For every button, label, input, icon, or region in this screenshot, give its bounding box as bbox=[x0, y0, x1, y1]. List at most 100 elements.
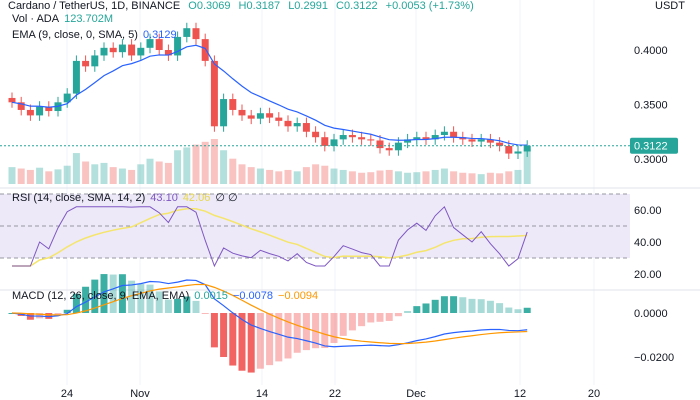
macd-signal-line bbox=[11, 283, 528, 345]
candle bbox=[210, 60, 218, 127]
volume-bar bbox=[486, 172, 494, 184]
macd-histogram-bar bbox=[413, 306, 421, 313]
candle bbox=[440, 131, 448, 136]
volume-bar bbox=[63, 165, 71, 184]
candle bbox=[514, 151, 522, 154]
volume-bar bbox=[155, 161, 163, 184]
macd-histogram-bar bbox=[468, 298, 476, 313]
volume-bar bbox=[404, 172, 412, 184]
macd-histogram-bar bbox=[63, 309, 71, 313]
volume-bar bbox=[137, 164, 145, 184]
macd-histogram-bar bbox=[155, 291, 163, 313]
volume-bar bbox=[376, 170, 384, 184]
candle bbox=[358, 137, 366, 140]
rsi-value: 43.10 bbox=[150, 192, 178, 204]
volume-bar bbox=[514, 169, 522, 184]
volume-bar bbox=[339, 169, 347, 184]
symbol-legend: Cardano / TetherUS, 1D, BINANCE O0.3069 … bbox=[8, 0, 479, 12]
macd-histogram-bar bbox=[293, 313, 301, 353]
candle bbox=[348, 135, 356, 138]
candle bbox=[8, 97, 16, 103]
volume-bar bbox=[422, 171, 430, 184]
candle bbox=[468, 139, 476, 142]
macd-histogram-bar bbox=[229, 313, 237, 366]
candle bbox=[109, 47, 117, 53]
volume-bar bbox=[358, 172, 366, 184]
candle bbox=[174, 36, 182, 56]
x-tick: Dec bbox=[406, 388, 426, 400]
macd-signal-value: −0.0094 bbox=[278, 290, 319, 302]
macd-histogram-bar bbox=[275, 313, 283, 362]
volume-bar bbox=[174, 150, 182, 184]
price-tick: 0.3500 bbox=[634, 100, 668, 112]
volume-bar bbox=[100, 162, 108, 184]
symbol-title: Cardano / TetherUS, 1D, BINANCE bbox=[8, 0, 181, 12]
volume-bar bbox=[394, 171, 402, 184]
macd-histogram-bar bbox=[210, 313, 218, 348]
volume-bar bbox=[238, 164, 246, 184]
volume-bar bbox=[26, 169, 34, 184]
volume-bar bbox=[36, 167, 44, 184]
macd-histogram-bar bbox=[256, 313, 264, 369]
low-value: L0.2991 bbox=[288, 0, 328, 12]
macd-histogram-bar bbox=[376, 313, 384, 322]
candle bbox=[404, 139, 412, 143]
macd-histogram-bar bbox=[54, 313, 62, 316]
volume-bar bbox=[523, 149, 531, 184]
candle bbox=[477, 139, 485, 142]
rsi-label: RSI (14, close, SMA, 14, 2) bbox=[12, 192, 146, 204]
volume-bar bbox=[220, 150, 228, 184]
volume-bar bbox=[275, 171, 283, 184]
change-value: +0.0053 (+1.73%) bbox=[385, 0, 474, 12]
rsi-line bbox=[12, 205, 528, 268]
volume-bar bbox=[128, 169, 136, 184]
close-value: C0.3122 bbox=[336, 0, 378, 12]
macd-tick: 0.0000 bbox=[634, 308, 668, 320]
candle bbox=[137, 47, 145, 56]
volume-bar bbox=[146, 158, 154, 184]
volume-bar bbox=[459, 172, 467, 184]
macd-histogram-bar bbox=[367, 313, 375, 323]
price-tick: 0.3000 bbox=[634, 154, 668, 166]
candle bbox=[155, 39, 163, 50]
macd-histogram-bar bbox=[247, 313, 255, 373]
ema-label: EMA (9, close, 0, SMA, 5) bbox=[12, 29, 138, 41]
macd-hist-value: 0.0015 bbox=[194, 290, 228, 302]
volume-bar bbox=[91, 164, 99, 184]
volume-bar bbox=[109, 167, 117, 184]
volume-bar bbox=[505, 171, 513, 184]
volume-bar bbox=[266, 169, 274, 184]
volume-bar bbox=[72, 153, 80, 184]
macd-histogram-bar bbox=[82, 286, 90, 313]
ema-line bbox=[11, 44, 528, 146]
rsi-sma-line bbox=[12, 207, 528, 267]
open-value: O0.3069 bbox=[188, 0, 231, 12]
volume-bar bbox=[321, 165, 329, 184]
candle bbox=[367, 139, 375, 141]
macd-histogram-bar bbox=[459, 297, 467, 313]
ema-value: 0.3129 bbox=[142, 29, 177, 41]
volume-bar bbox=[385, 169, 393, 184]
candle bbox=[486, 139, 494, 143]
candle bbox=[201, 39, 209, 61]
x-tick: 14 bbox=[256, 388, 268, 400]
candle bbox=[302, 123, 310, 132]
volume-bar bbox=[45, 171, 53, 184]
volume-bar bbox=[312, 164, 320, 184]
volume-bar bbox=[348, 171, 356, 184]
candle bbox=[256, 113, 264, 119]
macd-histogram-bar bbox=[302, 313, 310, 351]
macd-histogram-bar bbox=[394, 313, 402, 317]
candle bbox=[459, 137, 467, 140]
macd-histogram-bar bbox=[477, 299, 485, 313]
macd-histogram-bar bbox=[72, 293, 80, 313]
macd-histogram-bar bbox=[486, 300, 494, 313]
volume-bar bbox=[450, 171, 458, 184]
candle bbox=[275, 117, 283, 121]
volume-bar bbox=[210, 139, 218, 184]
candle bbox=[183, 28, 191, 37]
volume-bar bbox=[164, 162, 172, 184]
candle bbox=[450, 131, 458, 138]
